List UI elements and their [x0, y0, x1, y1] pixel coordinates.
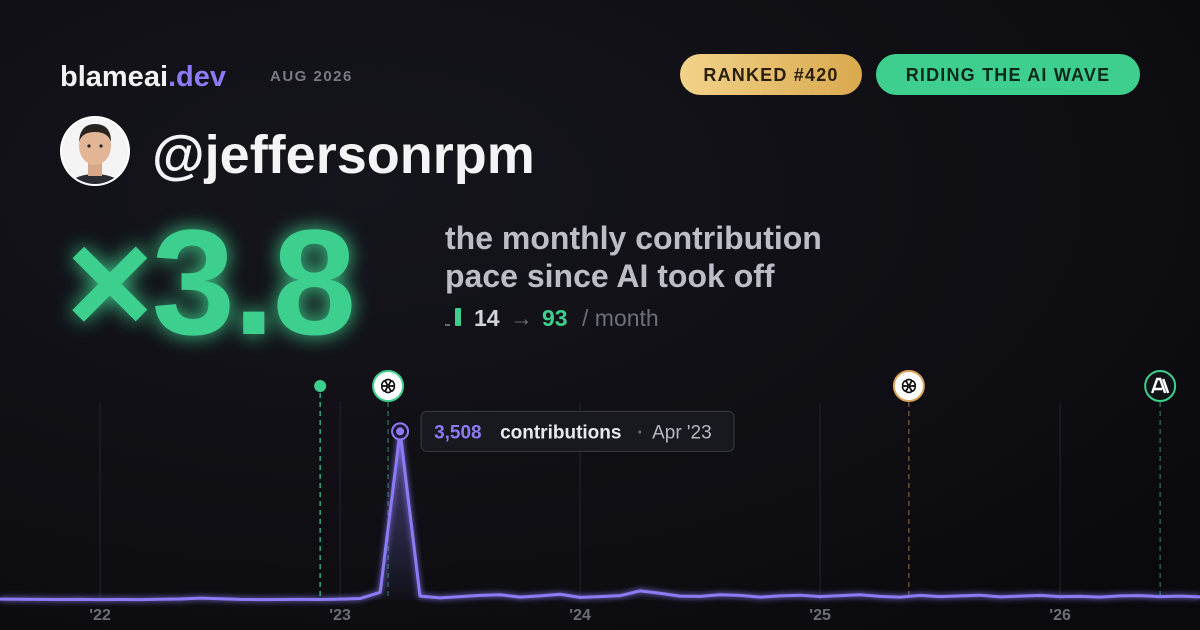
username: @jeffersonrpm: [152, 125, 535, 185]
multiplier-prefix: ×: [66, 198, 152, 366]
event-badge: [892, 370, 925, 402]
event-icon-glyph: [1151, 377, 1170, 394]
pace-after: 93: [542, 305, 568, 331]
badge-rank-text: RANKED #420: [703, 65, 838, 85]
pace-icon-after: [455, 308, 461, 326]
x-tick-label: '25: [809, 607, 831, 624]
x-tick-label: '26: [1049, 607, 1071, 624]
tooltip-date: Apr '23: [652, 422, 712, 443]
x-tick-label: '22: [89, 607, 111, 624]
tooltip-separator: ·: [637, 422, 643, 443]
chart: '22 '23 '24 '25 '26 3,508 contributions · Apr '2…: [0, 370, 1200, 624]
tooltip-label: contributions: [500, 422, 621, 443]
tooltip-text: 3,508 contributions · Apr '23: [434, 422, 712, 443]
pace-unit: / month: [582, 305, 659, 331]
multiplier-value: 3.8: [152, 198, 355, 366]
event-icon-petal: [384, 378, 396, 387]
event-marker: [372, 370, 405, 600]
series-line: [0, 429, 1200, 602]
headline-line: pace since AI took off: [445, 258, 775, 294]
event-marker: [1144, 370, 1177, 600]
brand-date: AUG 2026: [270, 68, 353, 85]
tooltip-point: [396, 427, 405, 436]
badge-rank: [680, 54, 862, 95]
event-marker: [892, 370, 925, 600]
brand-tld: .dev: [168, 61, 226, 93]
brand-name: blameai: [60, 61, 168, 93]
event-icon-petal: [905, 378, 917, 387]
pace-before: 14: [474, 305, 500, 331]
tooltip-box: [420, 410, 735, 452]
pace-arrow: →: [510, 305, 533, 331]
badge-wave: [876, 54, 1140, 95]
tooltip-value: 3,508: [434, 422, 482, 443]
event-badge: [372, 370, 405, 402]
multiplier: ×3.8: [66, 198, 354, 366]
badge-wave-text: RIDING THE AI WAVE: [906, 65, 1111, 85]
avatar: [60, 116, 130, 186]
x-tick-label: '23: [329, 607, 351, 624]
pace: 14 → 93 / month: [474, 305, 659, 331]
event-marker: [314, 380, 327, 600]
headline-line: the monthly contribution: [445, 220, 822, 256]
brand: blameai.dev: [60, 61, 226, 93]
event-dot: [314, 380, 327, 392]
x-tick-label: '24: [569, 607, 591, 624]
event-badge: [1144, 370, 1177, 402]
pace-icon-before: [445, 324, 450, 326]
